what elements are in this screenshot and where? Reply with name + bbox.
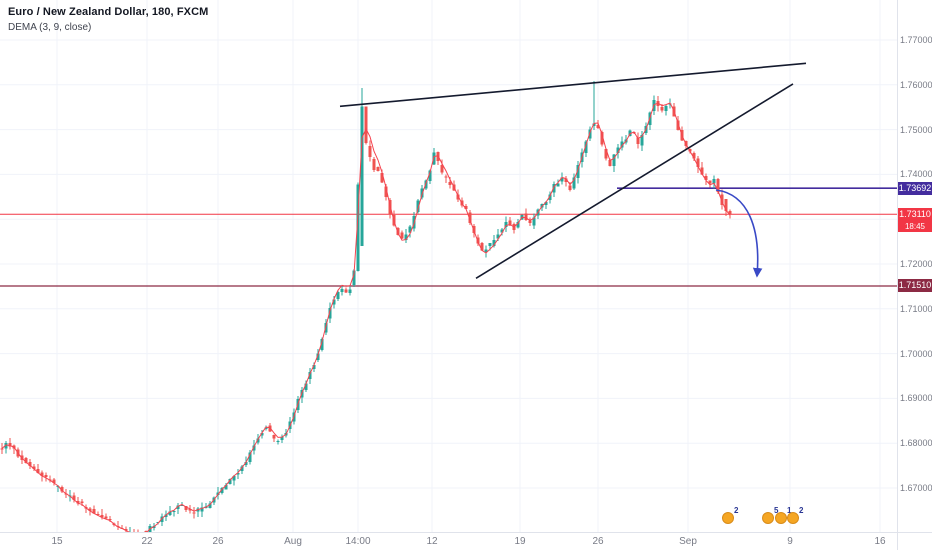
time-axis-label: 19 [514, 536, 526, 547]
trendline[interactable] [475, 83, 794, 279]
price-axis-label: 1.67000 [900, 483, 932, 493]
symbol-title[interactable]: Euro / New Zealand Dollar, 180, FXCM [8, 6, 209, 18]
price-axis-label: 1.74000 [900, 169, 932, 180]
price-level-label: 1.73692 [898, 181, 932, 195]
time-axis-label: Sep [679, 536, 697, 547]
time-axis-label: Aug [284, 536, 302, 547]
idea-marker-count: 2 [734, 506, 739, 515]
price-level-label: 1.73110 [898, 207, 932, 221]
price-axis-label: 1.75000 [900, 124, 932, 135]
arrow-drawing[interactable] [715, 189, 763, 278]
price-axis-label: 1.76000 [900, 79, 932, 90]
time-axis-label: 9 [787, 536, 793, 547]
idea-marker-count: 5 [774, 506, 779, 515]
dema-line[interactable] [1, 102, 731, 532]
chart-legend: Euro / New Zealand Dollar, 180, FXCM DEM… [8, 6, 208, 33]
time-axis[interactable]: 15 22 26 Aug 14:00 12 19 26 Sep 9 16 [0, 532, 897, 550]
idea-marker-icon[interactable] [787, 512, 799, 524]
time-axis-label: 14:00 [345, 536, 371, 547]
time-axis-label: 16 [874, 536, 886, 547]
price-axis-label: 1.77000 [900, 35, 932, 45]
idea-marker-icon[interactable] [775, 512, 787, 524]
price-axis-label: 1.72000 [900, 259, 932, 269]
trendline[interactable] [339, 62, 807, 108]
time-axis-label: 26 [592, 536, 604, 547]
indicator-label[interactable]: DEMA (3, 9, close) [8, 22, 92, 33]
price-axis-label: 1.69000 [900, 393, 932, 404]
grid [0, 0, 897, 532]
idea-marker-count: 2 [799, 506, 804, 515]
idea-marker-icon[interactable] [722, 512, 734, 524]
idea-marker-count: 1 [787, 506, 792, 515]
idea-marker-icon[interactable] [762, 512, 774, 524]
price-level-label: 1.71510 [898, 279, 932, 293]
time-axis-label: 15 [51, 536, 63, 547]
time-axis-label: 26 [212, 536, 224, 547]
time-axis-label: 22 [141, 536, 153, 547]
candles [0, 81, 732, 532]
countdown-label: 18:45 [898, 220, 932, 232]
price-axis[interactable]: 1.770001.760001.750001.740001.730001.720… [897, 0, 932, 532]
price-axis-label: 1.71000 [900, 303, 932, 314]
axis-corner [897, 532, 932, 550]
price-axis-label: 1.70000 [900, 348, 932, 359]
time-axis-label: 12 [426, 536, 438, 547]
price-axis-label: 1.68000 [900, 438, 932, 449]
